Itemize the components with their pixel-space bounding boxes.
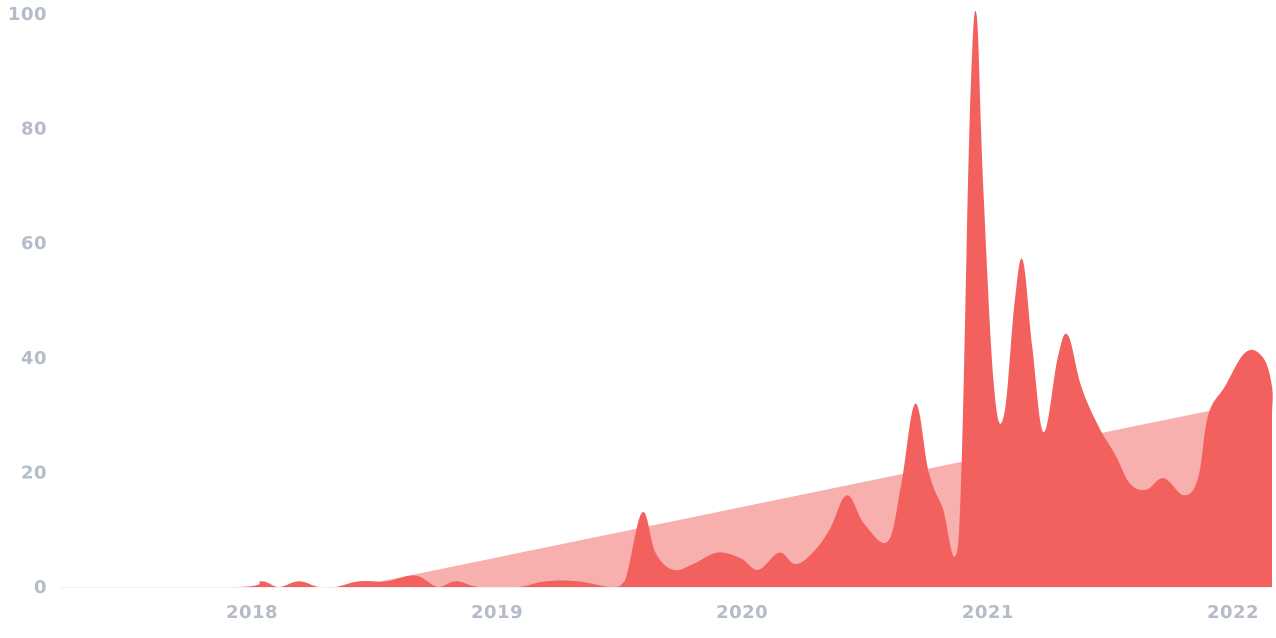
y-tick-label: 40 xyxy=(21,348,47,369)
series-area-0 xyxy=(67,10,1273,588)
y-tick-label: 20 xyxy=(21,462,47,483)
y-tick-label: 60 xyxy=(21,233,47,254)
x-tick-label: 2019 xyxy=(471,602,523,623)
series-area-layer xyxy=(67,10,1273,588)
x-axis: 2018 2019 2020 2021 2022 xyxy=(226,602,1259,623)
y-axis: 0 20 40 60 80 100 xyxy=(8,4,47,598)
x-tick-label: 2020 xyxy=(716,602,768,623)
y-tick-label: 0 xyxy=(34,577,47,598)
x-tick-label: 2018 xyxy=(226,602,278,623)
x-tick-label: 2021 xyxy=(962,602,1014,623)
y-tick-label: 100 xyxy=(8,4,47,25)
x-tick-label: 2022 xyxy=(1207,602,1259,623)
y-tick-label: 80 xyxy=(21,119,47,140)
